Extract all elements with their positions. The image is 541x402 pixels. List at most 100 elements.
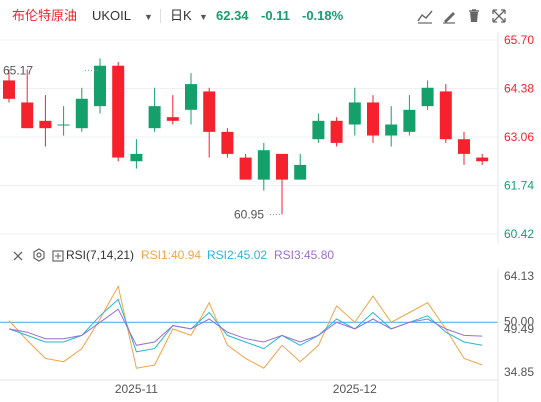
timeframe-selector[interactable]: 日K	[170, 8, 192, 23]
candle[interactable]	[221, 128, 234, 158]
rsi2-line	[8, 298, 483, 353]
candle[interactable]	[130, 139, 143, 169]
candle-body	[367, 102, 379, 136]
candle-body	[257, 150, 270, 180]
candle[interactable]	[312, 113, 325, 143]
candle[interactable]	[239, 153, 252, 180]
header-divider	[160, 9, 161, 23]
candle[interactable]	[148, 87, 161, 132]
candle[interactable]	[39, 95, 52, 147]
candle[interactable]	[348, 87, 361, 136]
rsi-grid	[0, 321, 498, 381]
candle-body	[221, 131, 234, 154]
candle[interactable]	[94, 58, 106, 114]
candle-body	[439, 91, 452, 140]
timeframe-dropdown-icon[interactable]: ▼	[199, 12, 208, 22]
candle[interactable]	[385, 106, 398, 147]
candle-body	[421, 87, 434, 107]
price-tick-label: 61.74	[504, 179, 534, 193]
price-tick-label: 60.42	[504, 227, 534, 241]
candle-body	[294, 164, 307, 180]
price-tick-label: 65.70	[504, 33, 534, 47]
rsi-tick-label: 34.85	[504, 365, 534, 379]
price-tick-label: 63.06	[504, 130, 534, 144]
draw-icon[interactable]	[440, 7, 458, 25]
instrument-name: 布伦特原油	[12, 8, 78, 23]
candle-body	[94, 65, 106, 107]
candle[interactable]	[421, 80, 434, 110]
rsi-header	[0, 244, 541, 268]
candlestick-chart[interactable]: 65.70 64.38 63.06 61.74 60.42 65.17 60.95	[0, 32, 541, 244]
candle-body	[75, 98, 88, 129]
rsi-lines-group	[8, 284, 483, 369]
high-annotation: 65.17	[3, 63, 33, 77]
price-grid	[0, 39, 498, 235]
date-tick-label: 2025-12	[333, 382, 377, 396]
candle-body	[458, 139, 470, 154]
candle-body	[3, 80, 15, 99]
candle[interactable]	[166, 95, 179, 125]
candle[interactable]	[294, 153, 307, 180]
candle[interactable]	[21, 69, 34, 129]
candle-body	[130, 153, 143, 162]
candles-group	[3, 58, 489, 215]
candle-body	[112, 65, 125, 158]
candle[interactable]	[403, 95, 416, 136]
candle-body	[385, 124, 398, 136]
candle-body	[203, 91, 216, 132]
price-tick-label: 64.38	[504, 82, 534, 96]
candle[interactable]	[75, 87, 88, 132]
candle[interactable]	[57, 106, 70, 136]
rsi-title: RSI(7,14,21)	[66, 248, 135, 262]
candle[interactable]	[257, 142, 270, 191]
price-change-percent: -0.18%	[302, 8, 344, 23]
candle-body	[348, 102, 361, 125]
collapse-icon[interactable]	[12, 249, 24, 267]
candle[interactable]	[439, 84, 452, 143]
candle-body	[148, 106, 161, 129]
settings-icon[interactable]	[32, 248, 46, 267]
chart-header: 布伦特原油 UKOIL ▼ 日K ▼ 62.34 -0.11 -0.18%	[0, 0, 541, 32]
candle-body	[166, 117, 179, 121]
candle[interactable]	[276, 153, 288, 215]
rsi3-line	[8, 308, 483, 346]
candle-body	[185, 84, 197, 110]
candle-body	[403, 109, 416, 132]
date-axis: 2025-11 2025-12	[115, 382, 377, 396]
symbol-dropdown-icon[interactable]: ▼	[144, 12, 153, 22]
indicator-box-icon[interactable]	[52, 249, 64, 267]
last-price: 62.34	[216, 8, 249, 23]
candle-body	[39, 120, 52, 129]
price-change: -0.11	[261, 8, 290, 23]
candle[interactable]	[185, 73, 197, 125]
fullscreen-icon[interactable]	[490, 7, 508, 25]
candle[interactable]	[458, 131, 470, 165]
candle[interactable]	[112, 62, 125, 162]
delete-icon[interactable]	[465, 7, 483, 25]
candle-body	[239, 157, 252, 180]
rsi-tick-label: 50.00	[504, 314, 534, 328]
price-axis: 65.70 64.38 63.06 61.74 60.42	[497, 32, 534, 244]
symbol-selector[interactable]: UKOIL	[92, 8, 132, 23]
candle[interactable]	[367, 95, 379, 143]
indicator-icon[interactable]	[416, 7, 434, 25]
candle-body	[21, 102, 34, 129]
rsi3-legend: RSI3:45.80	[274, 248, 335, 262]
candle[interactable]	[3, 69, 15, 103]
candle-body	[330, 120, 343, 143]
rsi-tick-label: 49.49	[504, 322, 534, 336]
rsi-tick-label: 64.13	[504, 269, 534, 283]
candle[interactable]	[476, 153, 489, 165]
extreme-annotations: 65.17 60.95	[3, 63, 280, 222]
rsi2-legend: RSI2:45.02	[207, 248, 268, 262]
candle[interactable]	[203, 87, 216, 158]
candle[interactable]	[330, 117, 343, 147]
rsi1-line	[8, 284, 483, 369]
candle-body	[276, 153, 288, 180]
date-tick-label: 2025-11	[115, 382, 158, 396]
candle-body	[312, 120, 325, 140]
candle-body	[57, 124, 70, 126]
low-annotation: 60.95	[234, 208, 264, 222]
